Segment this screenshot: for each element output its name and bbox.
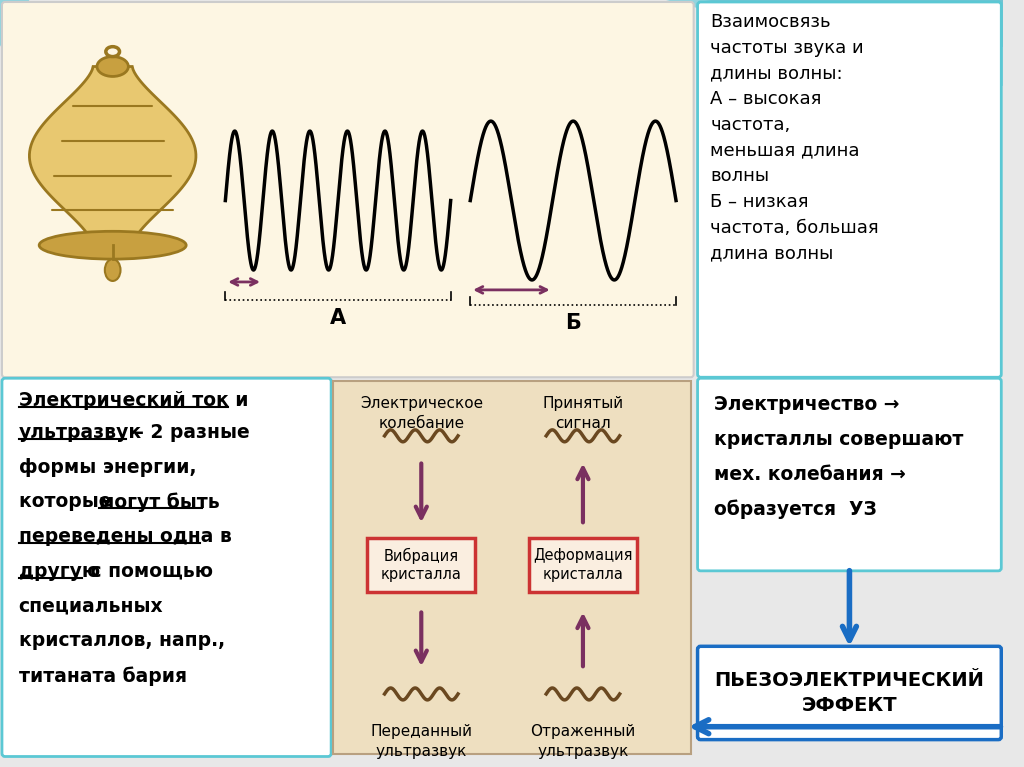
Text: Деформация
кристалла: Деформация кристалла xyxy=(534,548,633,581)
Text: Электрический ток и: Электрический ток и xyxy=(18,391,248,410)
Text: формы энергии,: формы энергии, xyxy=(18,458,197,476)
Ellipse shape xyxy=(39,232,186,259)
Text: Переданный
ультразвук: Переданный ультразвук xyxy=(371,724,472,759)
Text: – 2 разные: – 2 разные xyxy=(128,423,250,442)
FancyBboxPatch shape xyxy=(368,538,475,592)
FancyBboxPatch shape xyxy=(697,647,1001,739)
Text: специальных: специальных xyxy=(18,597,163,616)
Text: ПЬЕЗОЭЛЕКТРИЧЕСКИЙ
ЭФФЕКТ: ПЬЕЗОЭЛЕКТРИЧЕСКИЙ ЭФФЕКТ xyxy=(715,671,984,715)
FancyBboxPatch shape xyxy=(2,2,693,377)
Polygon shape xyxy=(667,0,1004,87)
Polygon shape xyxy=(30,67,196,245)
Polygon shape xyxy=(0,0,30,47)
Text: Отраженный
ультразвук: Отраженный ультразвук xyxy=(530,724,636,759)
Text: Вибрация
кристалла: Вибрация кристалла xyxy=(381,548,462,582)
Text: мех. колебания →: мех. колебания → xyxy=(714,465,906,484)
FancyBboxPatch shape xyxy=(2,378,331,756)
Polygon shape xyxy=(706,0,1004,47)
Text: Электрическое
колебание: Электрическое колебание xyxy=(359,396,483,431)
Text: переведены одна в: переведены одна в xyxy=(18,527,231,546)
Text: Принятый
сигнал: Принятый сигнал xyxy=(543,396,624,431)
Text: кристаллов, напр.,: кристаллов, напр., xyxy=(18,631,224,650)
Ellipse shape xyxy=(97,57,128,77)
Text: Электричество →: Электричество → xyxy=(714,395,900,414)
Text: ультразвук: ультразвук xyxy=(18,423,141,442)
Ellipse shape xyxy=(104,259,121,281)
Text: Взаимосвязь
частоты звука и
длины волны:
А – высокая
частота,
меньшая длина
волн: Взаимосвязь частоты звука и длины волны:… xyxy=(711,13,879,262)
FancyBboxPatch shape xyxy=(333,381,691,753)
Text: А: А xyxy=(330,308,346,328)
Text: Б: Б xyxy=(565,313,581,333)
FancyBboxPatch shape xyxy=(697,378,1001,571)
Text: титаната бария: титаната бария xyxy=(18,667,186,686)
Text: образуется  УЗ: образуется УЗ xyxy=(714,499,878,519)
FancyBboxPatch shape xyxy=(697,2,1001,377)
Text: кристаллы совершают: кристаллы совершают xyxy=(714,430,964,449)
Text: могут быть: могут быть xyxy=(99,492,220,512)
Text: другую: другую xyxy=(18,562,99,581)
FancyBboxPatch shape xyxy=(529,538,637,592)
Text: которые: которые xyxy=(18,492,118,512)
Text: с помощью: с помощью xyxy=(84,562,213,581)
